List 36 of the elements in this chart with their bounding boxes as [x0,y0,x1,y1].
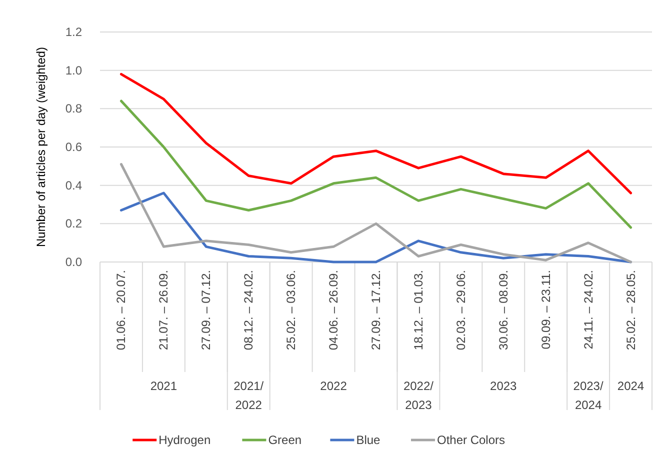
y-tick-label: 0.0 [65,255,82,269]
x-tick-label: 30.06. – 08.09. [496,270,510,350]
x-tick-label: 27.09. – 07.12. [199,270,214,350]
legend-label: Hydrogen [158,433,211,447]
legend-label: Other Colors [437,433,506,447]
line-series [120,100,632,229]
text: 2022 [320,379,348,393]
x-tick-label: 09.09. – 23.11. [538,270,553,350]
x-tick-label: 24.11. – 24.02. [581,270,596,350]
y-tick-label: 0.8 [65,102,82,116]
x-tick-label: 25.02. – 28.05. [624,270,638,350]
x-tick-label: 25.02. – 03.06. [284,270,298,350]
text: 2024 [617,379,644,393]
x-tick-label: 18.12. – 01.03. [411,270,426,350]
y-axis-title: Number of articles per day (weighted) [34,46,48,248]
line-series [120,192,632,264]
legend-label: Blue [356,433,381,447]
y-tick-label: 1.2 [65,25,82,39]
x-tick-label: 04.06. – 26.09. [326,270,341,350]
x-tick-label: 21.07. – 26.09. [156,270,171,350]
legend-label: Green [268,433,302,447]
line-series [120,163,632,264]
y-tick-label: 0.6 [65,140,82,154]
x-tick-label: 27.09. – 17.12. [369,270,383,350]
y-tick-label: 0.4 [65,178,82,192]
y-tick-label: 0.2 [65,216,82,231]
x-tick-label: 01.06. – 20.07. [114,270,128,350]
x-tick-label: 08.12. – 24.02. [242,270,256,350]
text: 2023 [490,379,518,393]
text: 2022/ 2023 [403,379,434,412]
x-tick-label: 02.03. – 29.06. [454,270,468,350]
text: 2021/ 2022 [234,379,264,412]
line-series [120,72,632,194]
y-tick-label: 1.0 [65,63,82,78]
text: 2021 [150,379,178,393]
text: 2023/ 2024 [573,379,604,412]
